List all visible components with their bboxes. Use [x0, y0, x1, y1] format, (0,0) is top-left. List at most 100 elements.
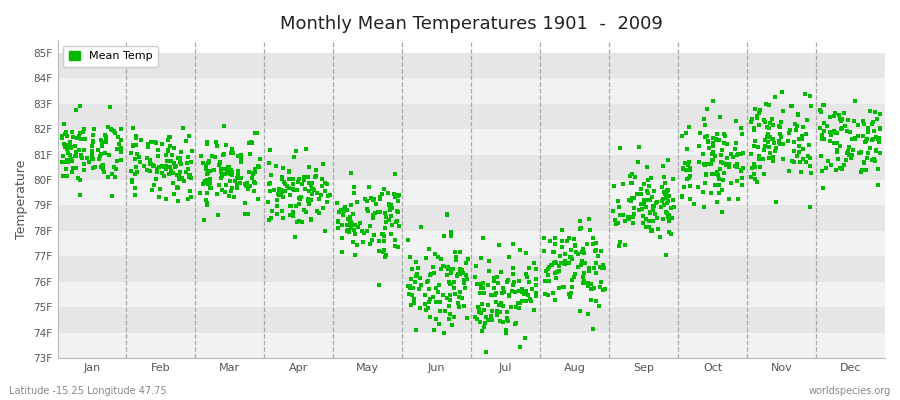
Point — [336, 222, 350, 228]
Point — [305, 191, 320, 198]
Point — [206, 167, 220, 173]
Point — [179, 169, 194, 175]
Point — [250, 163, 265, 170]
Point — [297, 206, 311, 213]
Point — [217, 123, 231, 129]
Point — [377, 238, 392, 244]
Point — [446, 266, 460, 272]
Point — [547, 259, 562, 265]
Point — [292, 218, 306, 224]
Point — [719, 162, 733, 168]
Point — [717, 170, 732, 176]
Point — [184, 159, 198, 166]
Point — [491, 280, 505, 286]
Point — [58, 131, 72, 137]
Point — [468, 314, 482, 320]
Point — [634, 191, 648, 198]
Point — [523, 296, 537, 302]
Point — [443, 281, 457, 287]
Point — [145, 186, 159, 193]
Point — [420, 278, 435, 284]
Point — [94, 151, 108, 157]
Point — [338, 204, 352, 210]
Point — [513, 247, 527, 253]
Point — [574, 225, 589, 232]
Point — [765, 136, 779, 143]
Point — [372, 248, 386, 254]
Point — [823, 129, 837, 135]
Point — [230, 167, 245, 174]
Point — [563, 290, 578, 296]
Point — [863, 145, 878, 151]
Point — [752, 106, 767, 113]
Point — [594, 279, 608, 285]
Point — [382, 201, 396, 208]
Point — [238, 183, 253, 190]
Point — [287, 186, 302, 193]
Point — [353, 219, 367, 226]
Point — [525, 286, 539, 292]
Point — [752, 164, 767, 170]
Point — [220, 168, 234, 174]
Point — [698, 204, 712, 211]
Point — [176, 125, 190, 132]
Point — [800, 117, 814, 124]
Point — [860, 154, 875, 161]
Point — [276, 215, 291, 221]
Point — [697, 116, 711, 122]
Point — [140, 167, 155, 173]
Point — [589, 270, 603, 276]
Point — [407, 295, 421, 302]
Point — [405, 292, 419, 298]
Point — [868, 147, 883, 154]
Point — [587, 265, 601, 272]
Point — [846, 147, 860, 154]
Point — [692, 143, 706, 149]
Point — [173, 176, 187, 182]
Point — [211, 212, 225, 218]
Point — [597, 265, 611, 272]
Point — [359, 228, 374, 234]
Point — [587, 284, 601, 291]
Point — [503, 304, 517, 310]
Point — [452, 294, 466, 301]
Point — [262, 217, 276, 224]
Point — [128, 192, 142, 198]
Point — [714, 114, 728, 120]
Point — [225, 169, 239, 176]
Point — [216, 150, 230, 157]
Point — [289, 203, 303, 210]
Point — [651, 226, 665, 233]
Point — [227, 194, 241, 201]
Point — [295, 180, 310, 187]
Point — [96, 169, 111, 175]
Point — [654, 184, 669, 191]
Point — [202, 158, 216, 164]
Point — [364, 194, 378, 201]
Point — [262, 216, 276, 223]
Point — [788, 121, 802, 127]
Point — [171, 198, 185, 204]
Point — [712, 136, 726, 143]
Point — [452, 304, 466, 310]
Point — [660, 187, 674, 193]
Point — [274, 174, 289, 180]
Point — [568, 243, 582, 249]
Point — [855, 118, 869, 124]
Point — [130, 151, 144, 157]
Point — [124, 179, 139, 185]
Point — [472, 306, 486, 312]
Point — [536, 234, 551, 241]
Point — [402, 291, 417, 298]
Point — [422, 286, 436, 292]
Point — [716, 131, 731, 138]
Point — [242, 151, 256, 158]
Point — [585, 241, 599, 248]
Point — [181, 165, 195, 172]
Point — [591, 303, 606, 309]
Point — [298, 186, 312, 193]
Point — [59, 129, 74, 135]
Point — [493, 318, 508, 324]
Point — [244, 139, 258, 146]
Point — [162, 134, 176, 140]
